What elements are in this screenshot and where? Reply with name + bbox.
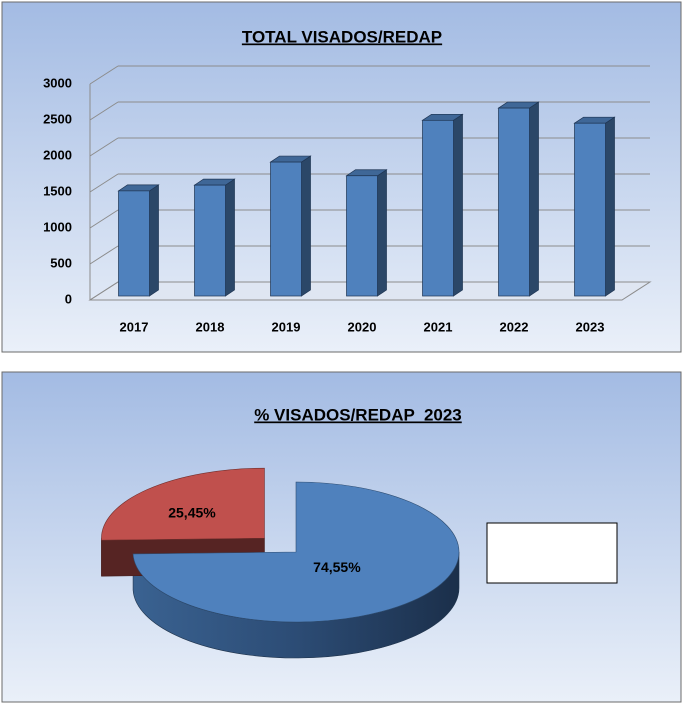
bar-side bbox=[226, 179, 235, 296]
x-tick-label: 2018 bbox=[196, 319, 225, 334]
x-tick-label: 2023 bbox=[576, 319, 605, 334]
bar-side bbox=[530, 102, 539, 296]
y-tick-label: 1500 bbox=[43, 183, 72, 198]
x-tick-label: 2020 bbox=[348, 319, 377, 334]
bar bbox=[575, 123, 606, 296]
pie-title: % VISADOS/REDAP 2023 bbox=[254, 405, 462, 424]
bar bbox=[271, 162, 302, 296]
x-tick-label: 2022 bbox=[500, 319, 529, 334]
x-tick-label: 2019 bbox=[272, 319, 301, 334]
bar bbox=[119, 191, 150, 296]
bar bbox=[195, 185, 226, 296]
bar bbox=[499, 108, 530, 296]
bar-side bbox=[150, 185, 159, 296]
y-tick-label: 0 bbox=[65, 291, 72, 306]
bar-side bbox=[378, 170, 387, 296]
data-label: 25,45% bbox=[168, 505, 216, 521]
y-tick-label: 1000 bbox=[43, 219, 72, 234]
bar-side bbox=[454, 114, 463, 296]
bar-title: TOTAL VISADOS/REDAP bbox=[242, 27, 442, 46]
y-tick-label: 3000 bbox=[43, 75, 72, 90]
bar bbox=[423, 120, 454, 296]
y-tick-label: 2000 bbox=[43, 147, 72, 162]
bar-side bbox=[302, 156, 311, 296]
bar bbox=[347, 176, 378, 296]
y-tick-label: 500 bbox=[50, 255, 72, 270]
bar-side bbox=[606, 117, 615, 296]
y-tick-label: 2500 bbox=[43, 111, 72, 126]
x-tick-label: 2017 bbox=[120, 319, 149, 334]
data-label: 74,55% bbox=[313, 559, 361, 575]
legend-box bbox=[487, 523, 617, 583]
x-tick-label: 2021 bbox=[424, 319, 453, 334]
